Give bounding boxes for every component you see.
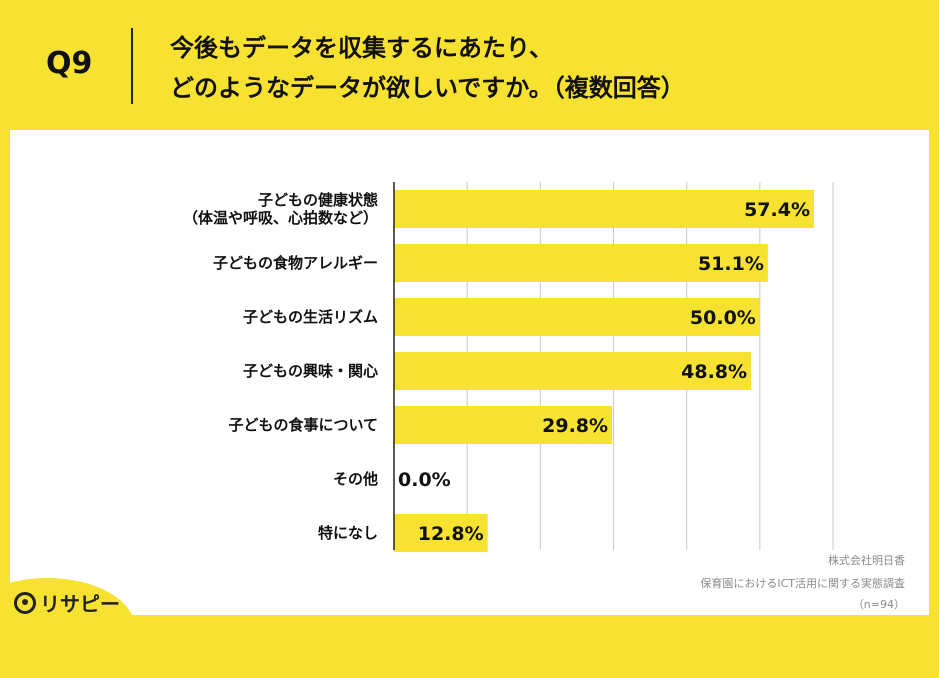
data-label: 50.0% [690,307,756,329]
data-label: 51.1% [698,253,764,275]
title-line-2: どのようなデータが欲しいですか。（複数回答） [170,74,685,102]
logo-text: リサピー [40,592,120,616]
source-sample-size: （n=94） [852,598,905,611]
category-label: その他 [333,470,378,488]
bar-chart: 57.4% 子どもの健康状態（体温や呼吸、心拍数など） 51.1% 子どもの食物アレル… [183,182,834,552]
bar [394,244,768,282]
source-survey: 保育園におけるICT活用に関する実態調査 [700,577,905,590]
data-label: 48.8% [681,361,747,383]
bar [394,352,752,390]
category-label: （体温や呼吸、心拍数など） [183,209,378,227]
category-label: 子どもの興味・関心 [243,362,378,380]
data-label: 12.8% [418,523,484,545]
risapi-logo-icon [14,591,36,614]
question-title: 今後もデータを収集するにあたり、 どのようなデータが欲しいですか。（複数回答） [170,28,685,108]
bar [394,190,814,228]
source-company: 株式会社明日香 [828,554,905,567]
data-label: 0.0% [398,469,451,491]
header-divider [131,28,133,104]
question-number: Q9 [46,46,93,81]
bar [394,298,760,336]
category-label: 子どもの食事について [228,416,378,434]
risapi-logo: リサピー [14,588,120,617]
category-label: 子どもの食物アレルギー [213,254,378,272]
data-label: 57.4% [744,199,810,221]
title-line-1: 今後もデータを収集するにあたり、 [170,34,554,62]
chart-panel: 57.4% 子どもの健康状態 （体温や呼吸、心拍数など） 51.1% 子どもの食物アレル… [10,130,929,615]
bar [394,406,613,444]
header: Q9 今後もデータを収集するにあたり、 どのようなデータが欲しいですか。（複数回… [0,0,939,128]
bar [394,514,488,552]
category-label: 子どもの健康状態 [258,191,378,209]
data-label: 29.8% [542,415,608,437]
category-label: 子どもの生活リズム [243,308,378,326]
category-label: 特になし [318,524,378,542]
